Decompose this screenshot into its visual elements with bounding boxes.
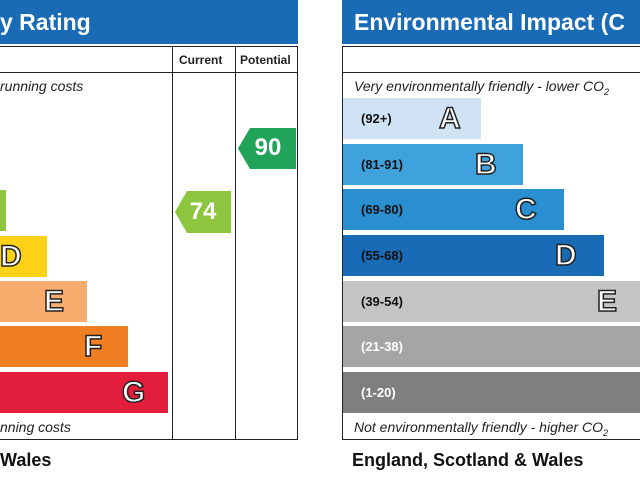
current-rating-value: 74 [189, 198, 217, 225]
environmental-impact-panel: Environmental Impact (C Very environment… [342, 0, 640, 480]
env-band-a: (92+) A [343, 98, 481, 139]
frame-bottom-line [0, 439, 298, 440]
env-band-letter: A [438, 101, 461, 136]
env-band-range: (39-54) [361, 294, 403, 309]
env-bottom-text: Not environmentally friendly - higher CO… [354, 419, 608, 438]
env-bottom-label: Not environmentally friendly - higher CO [354, 419, 603, 435]
energy-bottom-text: nning costs [0, 419, 71, 435]
energy-band-letter: F [83, 329, 103, 364]
env-frame-bottom-line [342, 439, 640, 440]
energy-band-f: F [0, 326, 128, 367]
env-band-d: (55-68) D [343, 235, 604, 276]
current-column-divider [172, 46, 173, 440]
frame-top-line [0, 46, 298, 47]
energy-top-text: running costs [0, 78, 84, 94]
env-band-letter: E [596, 284, 618, 319]
energy-footer: Wales [0, 450, 52, 470]
env-band-range: (1-20) [361, 385, 396, 400]
env-band-letter: C [514, 192, 537, 227]
energy-band-letter: D [0, 239, 22, 274]
environment-footer: England, Scotland & Wales [352, 450, 584, 470]
energy-band-d: D [0, 236, 47, 277]
env-top-text: Very environmentally friendly - lower CO… [354, 78, 609, 97]
frame-right-line [297, 46, 298, 440]
current-column-header: Current [179, 53, 223, 67]
environmental-impact-title: Environmental Impact (C [342, 0, 640, 44]
env-band-f: (21-38) [343, 326, 640, 367]
energy-band-letter: G [121, 375, 146, 410]
energy-band-letter: E [43, 284, 65, 319]
env-band-range: (21-38) [361, 339, 403, 354]
env-band-b: (81-91) B [343, 144, 523, 185]
potential-rating-arrow [238, 128, 296, 169]
energy-band-g: G [0, 372, 168, 413]
energy-rating-panel: y Rating Current Potential running costs… [0, 0, 300, 480]
env-band-letter: D [554, 238, 577, 273]
energy-band-e: E [0, 281, 87, 322]
env-band-range: (81-91) [361, 157, 403, 172]
env-frame-left-line [342, 46, 343, 440]
env-frame-top-line [342, 46, 640, 47]
env-band-range: (55-68) [361, 248, 403, 263]
env-band-e: (39-54) E [343, 281, 640, 322]
env-frame-header-line [342, 72, 640, 73]
env-band-range: (69-80) [361, 202, 403, 217]
env-top-label: Very environmentally friendly - lower CO [354, 78, 605, 94]
current-rating-arrow [175, 191, 231, 233]
frame-header-line [0, 72, 298, 73]
env-band-g: (1-20) [343, 372, 640, 413]
env-band-letter: B [474, 147, 497, 182]
potential-column-divider [235, 46, 236, 440]
env-bottom-co2-subscript: 2 [603, 427, 609, 438]
potential-column-header: Potential [240, 53, 291, 67]
env-top-co2-subscript: 2 [604, 86, 610, 97]
env-band-c: (69-80) C [343, 189, 564, 230]
energy-band-c [0, 190, 6, 231]
energy-rating-title: y Rating [0, 0, 298, 44]
env-band-range: (92+) [361, 111, 392, 126]
potential-rating-value: 90 [254, 134, 282, 161]
